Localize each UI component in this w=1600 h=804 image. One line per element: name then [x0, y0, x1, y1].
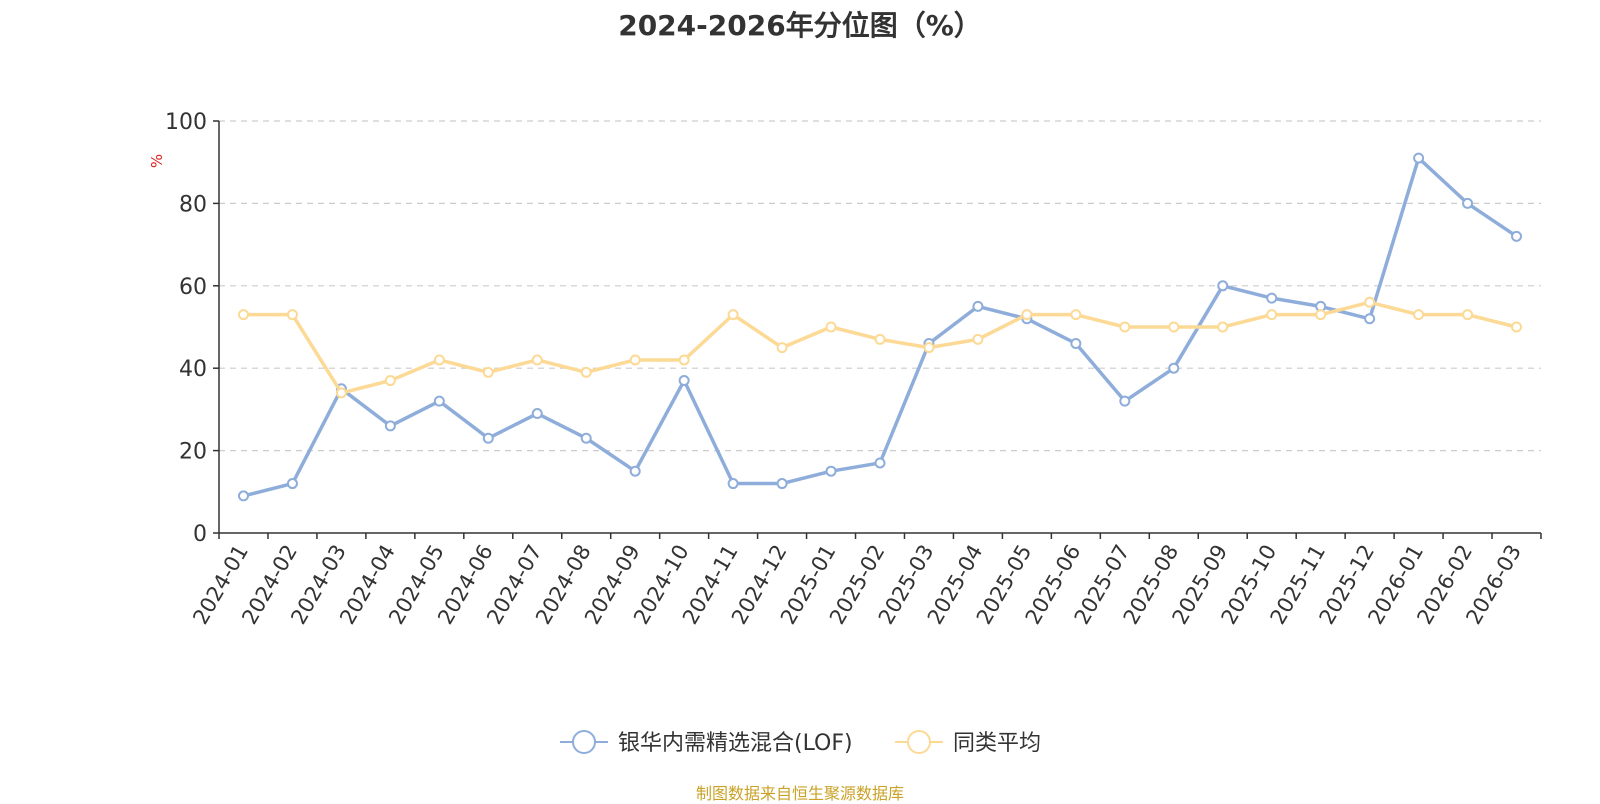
- legend-label-1: 银华内需精选混合(LOF): [618, 731, 853, 756]
- data-point-series-2: [1168, 321, 1180, 333]
- legend-marker-2: [907, 730, 931, 754]
- series-line-1: [243, 156, 1518, 498]
- data-point-series-2: [1364, 296, 1376, 308]
- data-point-series-2: [1217, 321, 1229, 333]
- data-point-series-2: [776, 342, 788, 354]
- data-point-series-2: [237, 309, 249, 321]
- data-point-series-2: [286, 309, 298, 321]
- data-point-series-2: [678, 354, 690, 366]
- data-point-series-1: [580, 432, 592, 444]
- legend-label-2: 同类平均: [953, 731, 1041, 756]
- data-point-series-2: [1070, 309, 1082, 321]
- data-point-series-2: [1462, 309, 1474, 321]
- data-point-series-2: [825, 321, 837, 333]
- data-point-series-2: [531, 354, 543, 366]
- data-point-series-2: [433, 354, 445, 366]
- data-point-series-1: [286, 478, 298, 490]
- y-tick-label: 0: [193, 522, 207, 547]
- data-point-series-2: [482, 366, 494, 378]
- source-note: 制图数据来自恒生聚源数据库: [695, 784, 904, 803]
- data-point-series-2: [727, 309, 739, 321]
- data-point-series-2: [384, 375, 396, 387]
- data-point-series-2: [1511, 321, 1523, 333]
- y-tick-label: 80: [179, 192, 207, 217]
- data-point-series-1: [1462, 197, 1474, 209]
- data-point-series-1: [1168, 362, 1180, 374]
- data-point-series-1: [678, 375, 690, 387]
- y-tick-label: 20: [179, 440, 207, 465]
- data-point-series-1: [776, 478, 788, 490]
- data-point-series-1: [482, 432, 494, 444]
- data-point-series-1: [727, 478, 739, 490]
- data-point-series-2: [629, 354, 641, 366]
- chart-title: 2024-2026年分位图（%）: [618, 9, 982, 42]
- data-point-series-2: [1119, 321, 1131, 333]
- y-tick-label: 60: [179, 275, 207, 300]
- data-point-series-1: [531, 408, 543, 420]
- data-point-series-2: [972, 333, 984, 345]
- legend-marker-1: [572, 730, 596, 754]
- y-axis-label: %: [148, 154, 166, 168]
- data-point-series-1: [1119, 395, 1131, 407]
- data-point-series-1: [825, 465, 837, 477]
- data-point-series-2: [1413, 309, 1425, 321]
- y-tick-label: 40: [179, 357, 207, 382]
- data-point-series-2: [1315, 309, 1327, 321]
- data-point-series-1: [384, 420, 396, 432]
- data-point-series-1: [433, 395, 445, 407]
- data-point-series-1: [629, 465, 641, 477]
- data-point-series-2: [923, 342, 935, 354]
- data-point-series-1: [1070, 337, 1082, 349]
- data-point-series-1: [237, 490, 249, 502]
- data-point-series-2: [580, 366, 592, 378]
- y-tick-label: 100: [165, 110, 207, 135]
- data-point-series-1: [1364, 313, 1376, 325]
- data-point-series-2: [874, 333, 886, 345]
- data-point-series-1: [1266, 292, 1278, 304]
- data-point-series-2: [1266, 309, 1278, 321]
- data-point-series-1: [874, 457, 886, 469]
- data-point-series-1: [972, 300, 984, 312]
- data-point-series-2: [335, 387, 347, 399]
- data-point-series-1: [1217, 280, 1229, 292]
- data-point-series-2: [1021, 309, 1033, 321]
- data-point-series-1: [1511, 230, 1523, 242]
- data-point-series-1: [1413, 152, 1425, 164]
